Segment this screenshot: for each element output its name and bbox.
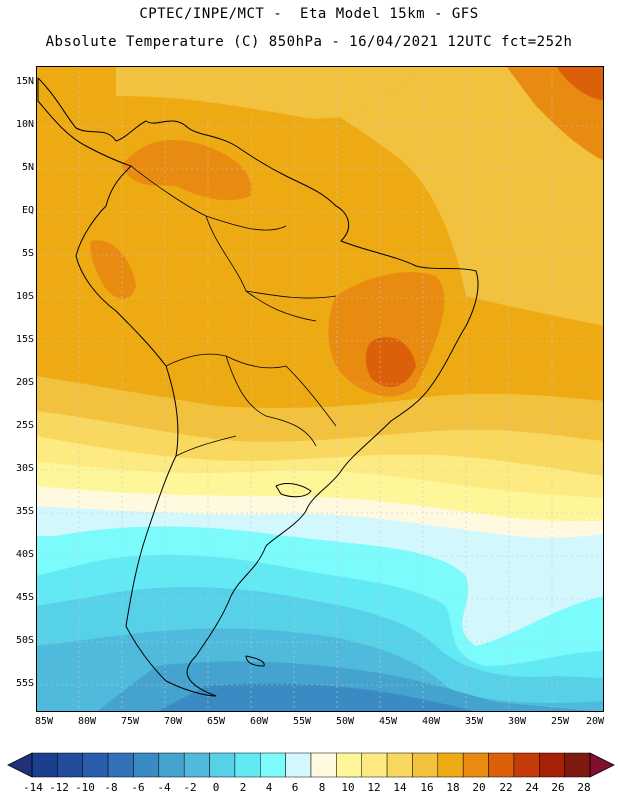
field-hot-ne-core — [556, 66, 604, 101]
colorbar-label: 14 — [393, 781, 407, 794]
colorbar-label: -6 — [131, 781, 145, 794]
colorbar-cell — [462, 752, 489, 778]
lon-label-70w: 70W — [163, 716, 183, 727]
lat-label-50s: 50S — [15, 635, 34, 646]
colorbar-cell — [412, 752, 439, 778]
lat-label-5n: 5N — [21, 162, 34, 173]
colorbar-label: 26 — [551, 781, 565, 794]
lon-label-40w: 40W — [421, 716, 441, 727]
colorbar-cell — [564, 752, 591, 778]
colorbar-cell — [82, 752, 109, 778]
field-n-atlantic — [266, 66, 604, 326]
colorbar-label: 20 — [472, 781, 486, 794]
lat-label-15s: 15S — [15, 334, 34, 345]
temperature-map — [36, 66, 604, 712]
colorbar-label: 12 — [367, 781, 381, 794]
colorbar-label: -2 — [183, 781, 197, 794]
map-title: CPTEC/INPE/MCT - Eta Model 15km - GFS — [139, 6, 479, 22]
colorbar-label: -4 — [157, 781, 171, 794]
lon-label-85w: 85W — [34, 716, 54, 727]
colorbar-cell — [31, 752, 58, 778]
colorbar-cell — [57, 752, 83, 778]
lat-label-30s: 30S — [15, 463, 34, 474]
lon-label-80w: 80W — [77, 716, 97, 727]
colorbar-cell — [513, 752, 540, 778]
colorbar-cell — [361, 752, 388, 778]
colorbar-label: -14 — [23, 781, 43, 794]
lat-label-35s: 35S — [15, 506, 34, 517]
lat-label-10n: 10N — [15, 119, 34, 130]
colorbar-label: 10 — [341, 781, 355, 794]
colorbar-cell — [285, 752, 312, 778]
lon-label-65w: 65W — [206, 716, 226, 727]
colorbar-label: -12 — [49, 781, 69, 794]
colorbar-label: 8 — [318, 781, 326, 794]
colorbar-cell — [437, 752, 464, 778]
colorbar-cell — [539, 752, 565, 778]
colorbar-cell — [234, 752, 261, 778]
colorbar-label: 0 — [212, 781, 220, 794]
colorbar-cell — [310, 752, 337, 778]
lon-label-60w: 60W — [249, 716, 269, 727]
lon-label-55w: 55W — [292, 716, 312, 727]
colorbar-label: 2 — [239, 781, 247, 794]
colorbar-cell — [107, 752, 134, 778]
colorbar — [7, 752, 615, 778]
colorbar-label: 4 — [265, 781, 273, 794]
colorbar-label: -10 — [75, 781, 95, 794]
lat-label-40s: 40S — [15, 549, 34, 560]
colorbar-label: 16 — [420, 781, 434, 794]
colorbar-label: 28 — [577, 781, 591, 794]
colorbar-cell — [158, 752, 185, 778]
field-hot-andes — [121, 140, 252, 201]
lon-label-50w: 50W — [335, 716, 355, 727]
lat-label-15n: 15N — [15, 76, 34, 87]
colorbar-cell — [260, 752, 286, 778]
lon-label-25w: 25W — [550, 716, 570, 727]
colorbar-cell — [209, 752, 236, 778]
colorbar-label: 6 — [291, 781, 299, 794]
field-hot-brazil-core — [365, 337, 416, 388]
lat-label-20s: 20S — [15, 377, 34, 388]
lon-label-75w: 75W — [120, 716, 140, 727]
lon-label-45w: 45W — [378, 716, 398, 727]
colorbar-label: 24 — [525, 781, 539, 794]
lon-label-35w: 35W — [464, 716, 484, 727]
colorbar-cell — [488, 752, 515, 778]
colorbar-cell — [386, 752, 413, 778]
lat-label-5s: 5S — [21, 248, 34, 259]
lat-label-eq: EQ — [21, 205, 34, 216]
colorbar-cell — [133, 752, 160, 778]
coastline — [37, 77, 479, 697]
lon-label-20w: 20W — [585, 716, 605, 727]
colorbar-under-arrow — [7, 752, 33, 778]
lon-label-30w: 30W — [507, 716, 527, 727]
lat-label-55s: 55S — [15, 678, 34, 689]
colorbar-label: -8 — [104, 781, 118, 794]
lat-label-25s: 25S — [15, 420, 34, 431]
country-borders — [130, 165, 337, 457]
map-subtitle: Absolute Temperature (C) 850hPa - 16/04/… — [45, 34, 573, 50]
colorbar-label: 22 — [499, 781, 513, 794]
colorbar-over-arrow — [589, 752, 615, 778]
field-band-m6 — [156, 683, 476, 712]
lat-label-10s: 10S — [15, 291, 34, 302]
field-caribbean — [116, 66, 416, 119]
lat-label-45s: 45S — [15, 592, 34, 603]
colorbar-label: 18 — [446, 781, 460, 794]
colorbar-cell — [336, 752, 362, 778]
colorbar-cell — [183, 752, 210, 778]
